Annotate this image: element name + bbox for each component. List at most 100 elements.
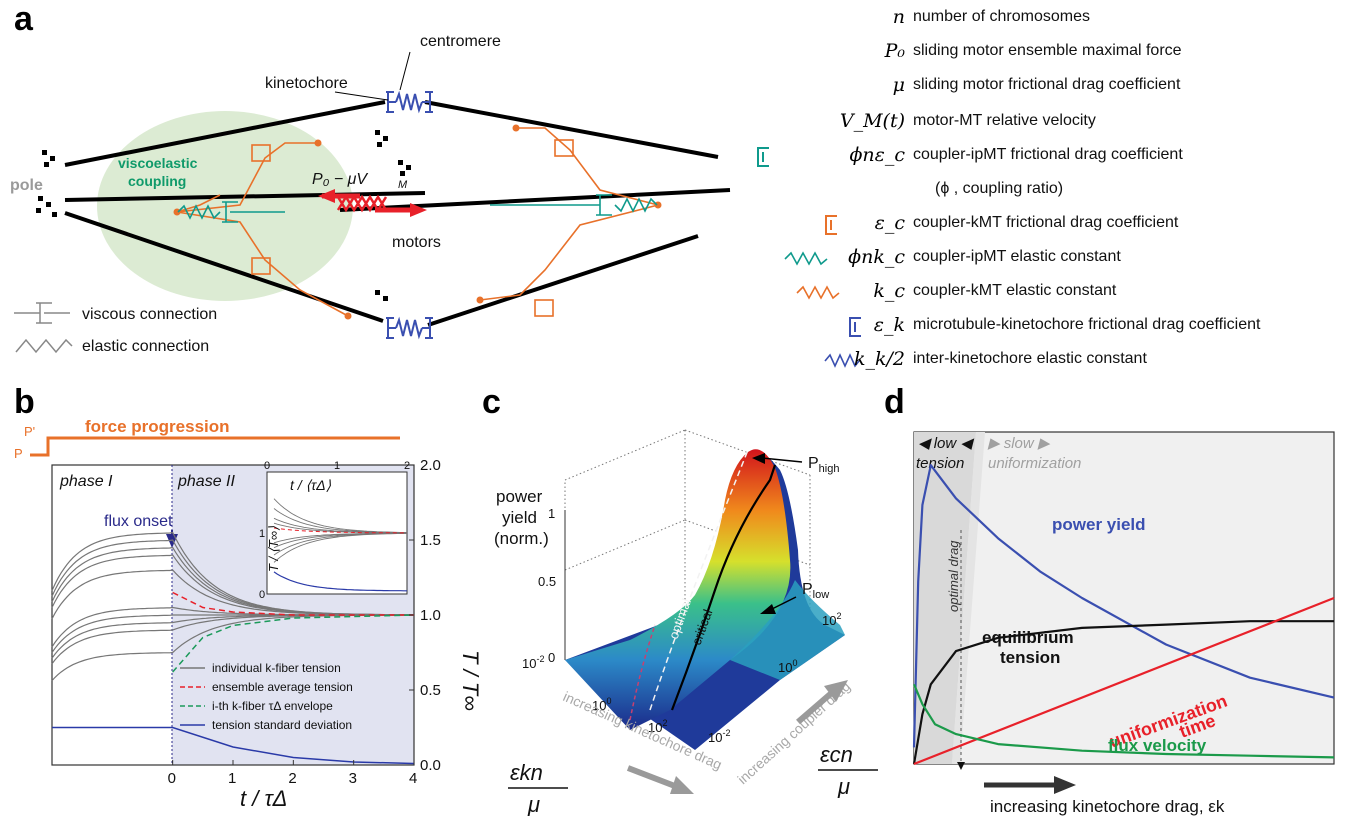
key-viscous-label: viscous connection <box>82 306 217 323</box>
tension-curve-label: tension <box>1000 648 1060 667</box>
power-yield-curve <box>912 464 1335 748</box>
label-centromere: centromere <box>420 33 501 50</box>
y-tick-label: 1.5 <box>420 532 441 549</box>
inset-x-tick: 1 <box>334 460 340 472</box>
label-coupling: coupling <box>128 173 186 189</box>
panel-letter-b: b <box>14 383 35 421</box>
y-tick-label: 1.0 <box>420 607 441 624</box>
uniformization-time-curve <box>913 596 1335 766</box>
plot-b-legend: individual k-fiber tension ensemble aver… <box>180 661 353 732</box>
3d-box <box>564 429 811 660</box>
y-tick-label: 0.0 <box>420 757 441 774</box>
flux-velocity-label: flux velocity <box>1108 736 1207 755</box>
svg-text:10-2: 10-2 <box>708 728 730 745</box>
couplers-right <box>479 127 659 317</box>
zlabel-line2: yield <box>502 508 537 527</box>
ensemble-average-curve <box>172 591 414 616</box>
legend-symbol: ϕnε_c <box>849 144 905 166</box>
zlabel-line1: power <box>496 487 543 506</box>
flux-velocity-curve <box>912 683 1335 759</box>
panel-letter-d: d <box>884 383 905 421</box>
svg-text:0.5: 0.5 <box>538 574 556 589</box>
centromere-bottom <box>386 316 433 340</box>
power-yield-label: power yield <box>1052 515 1146 534</box>
inset-ylabel: T / ⟨T∞⟩ <box>266 526 281 572</box>
kmt-lower-left <box>64 211 384 323</box>
key-elastic-label: elastic connection <box>82 338 209 355</box>
zlabel-line3: (norm.) <box>494 529 549 548</box>
x-arrow-head <box>1054 776 1076 794</box>
svg-text:100: 100 <box>778 658 797 675</box>
x-var-num: εkn <box>510 760 543 785</box>
kmt-upper-left <box>64 100 386 167</box>
tension-label: tension <box>916 455 964 472</box>
panel-b-chart: force progression P' P phase I phase II … <box>14 417 480 811</box>
legend-symbol: V_M(t) <box>839 110 905 132</box>
panel-a-schematic: kinetochore centromere pole viscoelastic… <box>10 33 731 355</box>
legend-desc: motor-MT relative velocity <box>913 112 1096 129</box>
pole-left-dots <box>36 150 57 217</box>
inset-x-tick: 2 <box>404 460 410 472</box>
inset-std-curve <box>273 571 407 592</box>
y-var-num: εcn <box>820 742 853 767</box>
legend-desc: coupler-ipMT frictional drag coefficient <box>913 146 1183 163</box>
centromere-top <box>386 90 433 114</box>
low-tension-zone <box>914 432 976 764</box>
legend-std: tension standard deviation <box>212 718 352 732</box>
legend-desc: sliding motor frictional drag coefficien… <box>913 76 1181 93</box>
key-viscous-icon <box>14 302 70 324</box>
symbol-legend: n number of chromosomes P₀ sliding motor… <box>757 6 1355 376</box>
legend-symbol: ϕnk_c <box>848 246 905 268</box>
panel-d-chart: ◀ low ◀ tension ▶ slow ▶ uniformization … <box>912 431 1335 816</box>
plot-b-xlabel: t / τΔ <box>240 786 287 811</box>
ipmt-coupler-right <box>490 194 658 216</box>
marker-dots <box>375 130 411 301</box>
svg-text:1: 1 <box>548 506 555 521</box>
x-tick-label: 1 <box>228 770 236 787</box>
p-high-label: Phigh <box>808 455 839 475</box>
envelope-curve <box>172 614 415 673</box>
legend-desc: coupler-kMT frictional drag coefficient <box>913 214 1179 231</box>
legend-symbol: P₀ <box>884 40 905 62</box>
legend-desc: number of chromosomes <box>913 8 1090 25</box>
optimal-drag-label: optimal drag <box>946 540 961 612</box>
kmt-upper-right <box>424 100 719 159</box>
inset-y-tick: 0 <box>259 589 265 601</box>
std-dev-curve <box>52 726 415 765</box>
equilibrium-label: equilibrium <box>982 628 1074 647</box>
legend-desc: coupler-ipMT elastic constant <box>913 248 1121 265</box>
label-motors: motors <box>392 234 441 251</box>
inset-average-curve <box>273 527 407 534</box>
critical-line <box>670 464 777 711</box>
uniformization-label: uniformization <box>988 455 1081 472</box>
legend-average: ensemble average tension <box>212 680 353 694</box>
plot-b-ylabel: T / T∞ <box>458 650 480 711</box>
y-tick-label: 2.0 <box>420 457 441 474</box>
key-elastic-icon <box>15 338 73 354</box>
legend-desc: microtubule-kinetochore frictional drag … <box>913 316 1261 333</box>
legend-desc: inter-kinetochore elastic constant <box>913 350 1147 367</box>
x-tick-label: 3 <box>349 770 357 787</box>
optimal-line <box>649 449 749 711</box>
force-progression-label: force progression <box>85 417 230 436</box>
panel-letter-a: a <box>14 0 33 38</box>
label-motor-force: P₀ − μV <box>312 171 368 188</box>
force-progression-line <box>30 436 400 457</box>
legend-symbol: ε_k <box>873 314 905 336</box>
label-pole: pole <box>10 177 43 194</box>
equilibrium-tension-curve <box>912 620 1334 765</box>
label-viscoelastic: viscoelastic <box>118 155 198 171</box>
legend-envelope: i-th k-fiber τΔ envelope <box>212 699 333 713</box>
p-prime-label: P' <box>24 424 35 439</box>
legend-symbol: ε_c <box>874 212 905 234</box>
p-label: P <box>14 446 23 461</box>
couplers-left <box>176 142 349 317</box>
legend-desc: (ϕ , coupling ratio) <box>935 180 1064 197</box>
x-tick-label: 2 <box>288 770 296 787</box>
y-tick-label: 0.5 <box>420 682 441 699</box>
phase1-label: phase I <box>59 473 113 490</box>
svg-text:0: 0 <box>548 650 555 665</box>
legend-desc: sliding motor ensemble maximal force <box>913 42 1182 59</box>
panel-c-surface: optimal critical Phigh Plow power yield … <box>494 429 878 817</box>
label-motor-force-sub: M <box>398 179 408 191</box>
